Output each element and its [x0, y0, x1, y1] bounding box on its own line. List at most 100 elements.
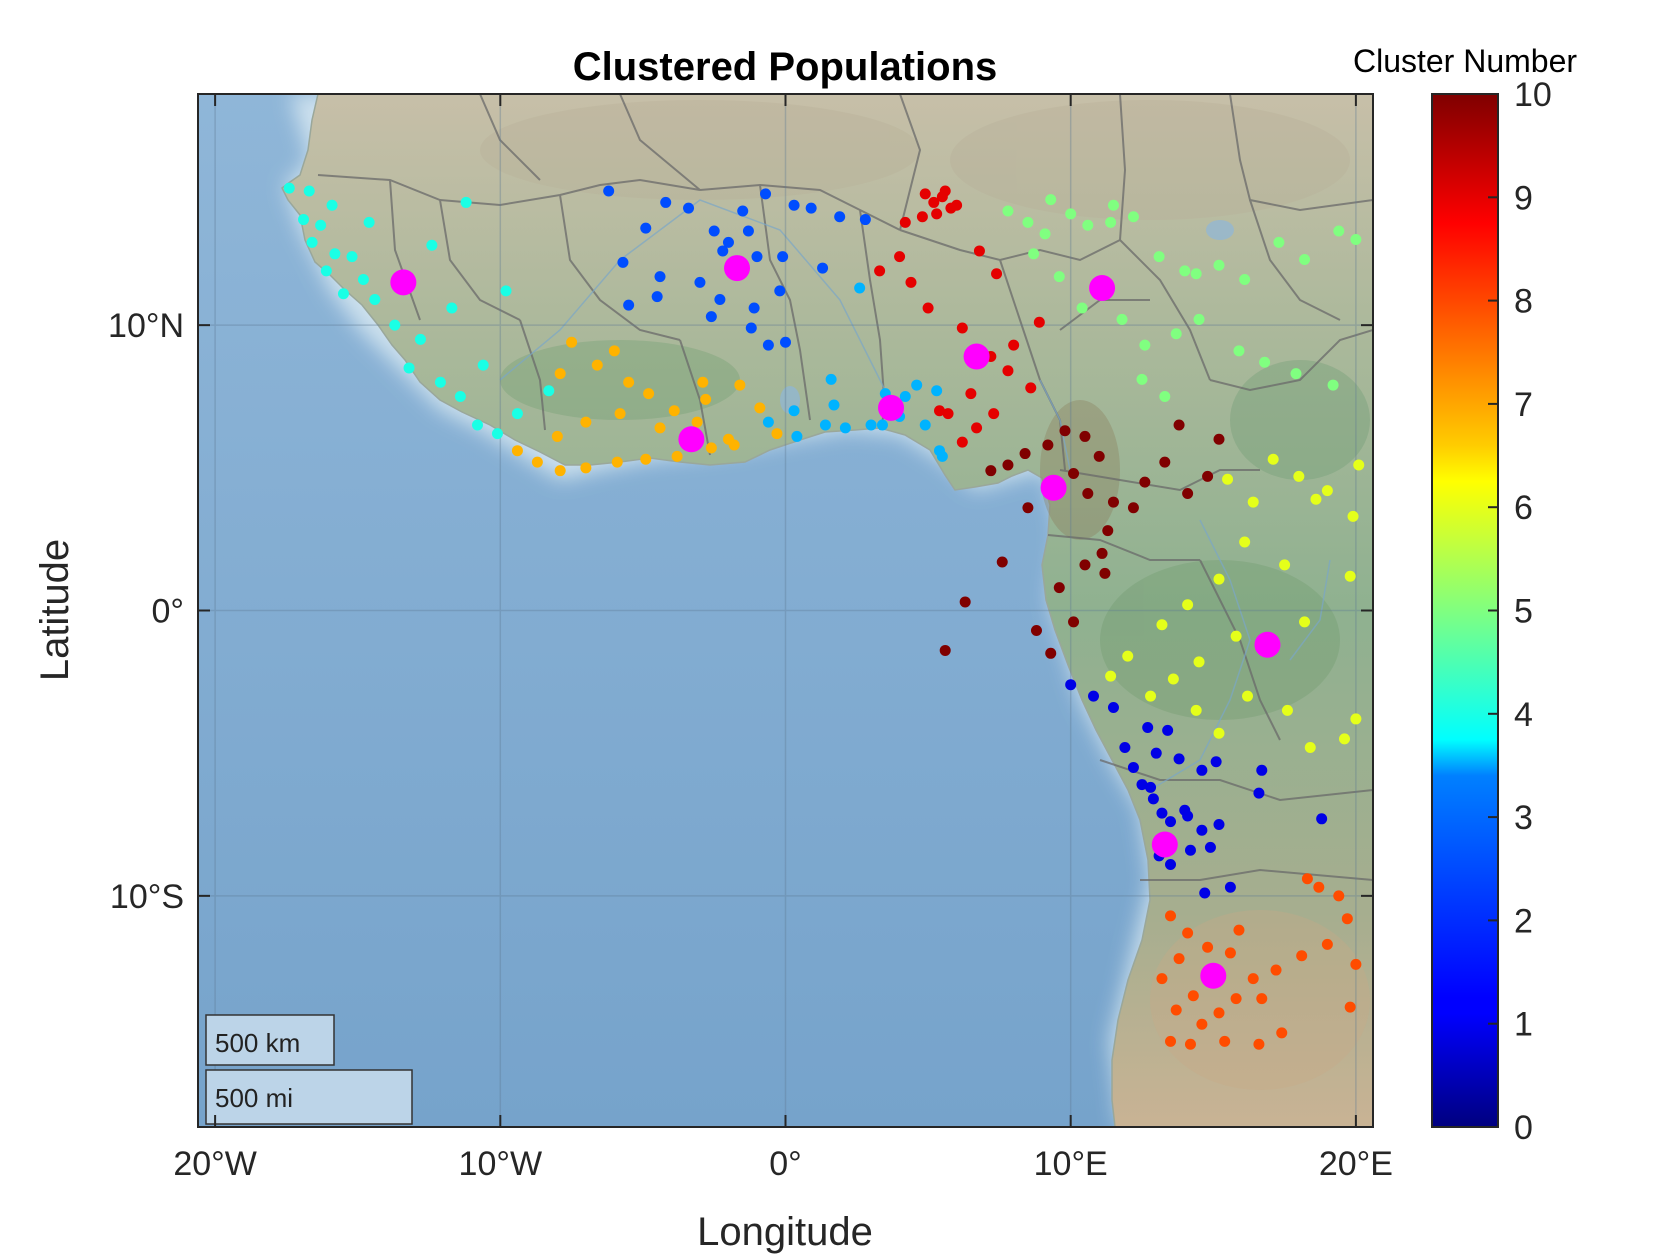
point-cluster-1 [1142, 721, 1154, 733]
point-cluster-9 [956, 322, 968, 334]
point-cluster-3 [876, 419, 888, 431]
point-cluster-4 [306, 236, 318, 248]
scatter-points [283, 182, 1365, 1050]
point-cluster-7 [611, 456, 623, 468]
point-cluster-4 [369, 293, 381, 305]
point-cluster-6 [1213, 573, 1225, 585]
point-cluster-10 [1068, 616, 1080, 628]
point-cluster-8 [1156, 973, 1168, 985]
colorbar-tick-label: 2 [1514, 902, 1533, 940]
point-cluster-2 [640, 222, 652, 234]
point-cluster-6 [1310, 493, 1322, 505]
point-cluster-1 [1316, 813, 1328, 825]
point-cluster-1 [1179, 804, 1191, 816]
point-cluster-3 [899, 390, 911, 402]
point-cluster-7 [643, 388, 655, 400]
point-cluster-9 [951, 199, 963, 211]
point-cluster-2 [742, 225, 754, 237]
point-cluster-1 [1184, 844, 1196, 856]
point-cluster-6 [1239, 536, 1251, 548]
point-cluster-2 [683, 202, 695, 214]
point-cluster-7 [697, 376, 709, 388]
point-cluster-10 [1030, 624, 1042, 636]
point-cluster-9 [928, 196, 940, 208]
point-cluster-4 [543, 385, 555, 397]
point-cluster-8 [1224, 947, 1236, 959]
point-cluster-7 [551, 430, 563, 442]
point-cluster-4 [337, 288, 349, 300]
point-cluster-8 [1313, 881, 1325, 893]
point-cluster-5 [1039, 228, 1051, 240]
point-cluster-8 [1344, 1001, 1356, 1013]
point-cluster-7 [580, 462, 592, 474]
centroid-cluster-9 [963, 343, 990, 370]
point-cluster-5 [1076, 302, 1088, 314]
point-cluster-7 [734, 379, 746, 391]
point-cluster-10 [1102, 525, 1114, 537]
point-cluster-3 [762, 416, 774, 428]
lake [1206, 220, 1234, 240]
point-cluster-5 [1107, 199, 1119, 211]
point-cluster-2 [745, 322, 757, 334]
point-cluster-10 [1082, 488, 1094, 500]
point-cluster-1 [1204, 841, 1216, 853]
point-cluster-1 [1196, 764, 1208, 776]
point-cluster-9 [922, 302, 934, 314]
point-cluster-3 [919, 419, 931, 431]
centroid-cluster-2 [724, 255, 751, 282]
point-cluster-6 [1193, 656, 1205, 668]
point-cluster-10 [1099, 567, 1111, 579]
centroid-cluster-6 [1254, 631, 1281, 658]
point-cluster-10 [1107, 496, 1119, 508]
point-cluster-10 [939, 644, 951, 656]
point-cluster-2 [777, 251, 789, 263]
point-cluster-8 [1182, 927, 1194, 939]
point-cluster-2 [717, 245, 729, 257]
point-cluster-1 [1156, 807, 1168, 819]
centroid-cluster-1 [1151, 831, 1178, 858]
point-cluster-2 [694, 276, 706, 288]
point-cluster-10 [1096, 547, 1108, 559]
point-cluster-7 [566, 336, 578, 348]
point-cluster-10 [1002, 459, 1014, 471]
colorbar-tick-label: 7 [1514, 386, 1533, 424]
point-cluster-2 [617, 256, 629, 268]
point-cluster-4 [389, 319, 401, 331]
point-cluster-9 [874, 265, 886, 277]
point-cluster-6 [1213, 727, 1225, 739]
point-cluster-6 [1353, 459, 1365, 471]
point-cluster-10 [1042, 439, 1054, 451]
point-cluster-1 [1210, 756, 1222, 768]
scale-bar: 500 km 500 mi [205, 1014, 413, 1125]
point-cluster-1 [1145, 781, 1157, 793]
point-cluster-6 [1230, 630, 1242, 642]
point-cluster-9 [916, 211, 928, 223]
point-cluster-10 [1127, 502, 1139, 514]
x-tick-label: 10°W [459, 1145, 543, 1183]
point-cluster-7 [554, 465, 566, 477]
point-cluster-10 [1019, 448, 1031, 460]
point-cluster-5 [1259, 356, 1271, 368]
point-cluster-4 [320, 265, 332, 277]
point-cluster-7 [640, 453, 652, 465]
point-cluster-2 [603, 185, 615, 197]
point-cluster-4 [346, 251, 358, 263]
point-cluster-5 [1273, 236, 1285, 248]
point-cluster-3 [936, 450, 948, 462]
point-cluster-7 [608, 345, 620, 357]
point-cluster-6 [1247, 496, 1259, 508]
point-cluster-10 [1182, 488, 1194, 500]
point-cluster-5 [1136, 373, 1148, 385]
point-cluster-3 [791, 430, 803, 442]
point-cluster-9 [973, 245, 985, 257]
chart-title: Clustered Populations [573, 45, 998, 89]
y-tick-labels: 10°N 0° 10°S [108, 307, 184, 916]
point-cluster-4 [454, 390, 466, 402]
point-cluster-2 [859, 214, 871, 226]
point-cluster-6 [1338, 733, 1350, 745]
point-cluster-7 [705, 442, 717, 454]
point-cluster-6 [1304, 741, 1316, 753]
point-cluster-10 [1159, 456, 1171, 468]
point-cluster-3 [828, 399, 840, 411]
rivers [499, 199, 1331, 791]
